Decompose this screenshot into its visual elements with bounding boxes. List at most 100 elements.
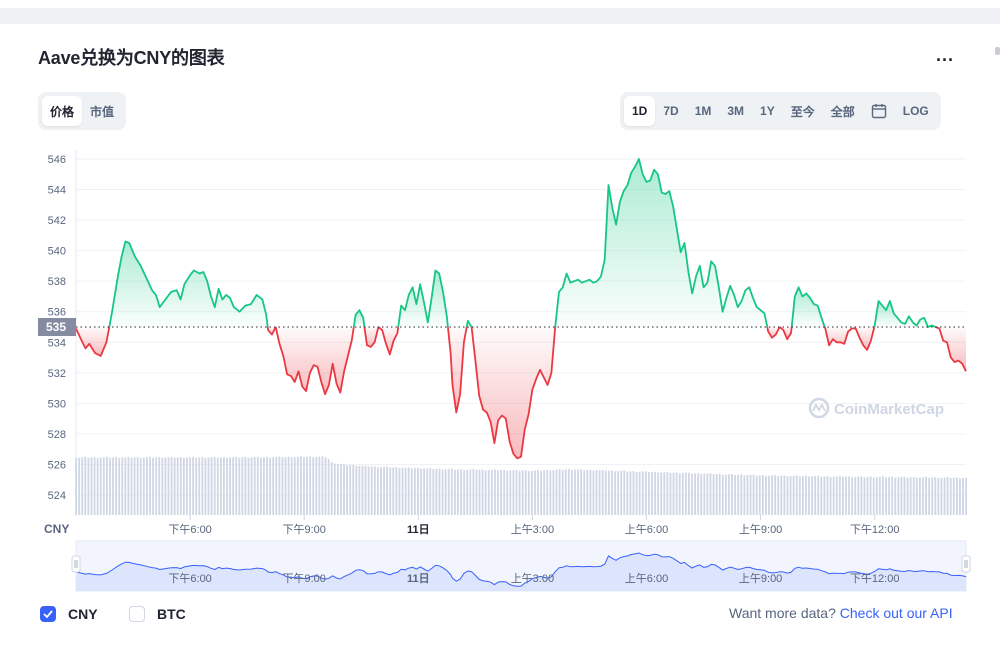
range-3m[interactable]: 3M xyxy=(727,104,745,118)
volume-bar xyxy=(490,469,493,515)
volume-bar xyxy=(564,469,567,515)
volume-bar xyxy=(752,474,755,515)
y-tick-label: 530 xyxy=(48,398,66,410)
volume-bar xyxy=(152,457,154,515)
api-link[interactable]: Check out our API xyxy=(839,605,953,621)
checkbox-checked-icon[interactable] xyxy=(40,606,56,622)
volume-bar xyxy=(352,464,355,515)
volume-bar xyxy=(420,468,422,515)
volume-bar xyxy=(78,457,81,515)
volume-bar xyxy=(903,476,906,515)
volume-bar xyxy=(253,457,256,515)
volume-bar xyxy=(398,468,401,515)
price-line-down xyxy=(75,326,111,357)
volume-bar xyxy=(955,477,958,515)
volume-bar xyxy=(580,469,583,515)
price-line-up xyxy=(873,300,936,328)
volume-bar xyxy=(829,477,832,515)
volume-bar xyxy=(112,457,114,515)
volume-bar xyxy=(638,471,641,515)
volume-bar xyxy=(142,457,145,515)
volume-bar xyxy=(435,468,438,515)
volume-bar xyxy=(574,469,576,515)
volume-bar xyxy=(259,457,262,515)
volume-bar xyxy=(922,477,924,515)
volume-bar xyxy=(768,475,770,515)
volume-bar xyxy=(558,469,561,515)
right-panel-edge xyxy=(985,24,1000,650)
volume-bar xyxy=(801,476,804,515)
volume-bar xyxy=(303,457,305,515)
volume-bar xyxy=(595,470,598,515)
volume-bar xyxy=(447,468,450,515)
tab-price[interactable]: 价格 xyxy=(42,96,83,126)
volume-bar xyxy=(866,476,869,515)
volume-bar xyxy=(709,473,712,515)
y-tick-label: 524 xyxy=(48,490,66,502)
log-scale-toggle[interactable]: LOG xyxy=(902,104,929,118)
price-area-up xyxy=(791,287,825,327)
volume-bar xyxy=(641,471,644,515)
volume-bar xyxy=(460,469,462,515)
range-1d[interactable]: 1D xyxy=(624,96,656,126)
volume-bar xyxy=(617,471,620,515)
calendar-icon[interactable] xyxy=(863,96,895,126)
volume-bar xyxy=(805,475,807,515)
volume-bar xyxy=(213,456,216,515)
volume-bar xyxy=(604,470,607,515)
checkbox-unchecked-icon[interactable] xyxy=(129,606,145,622)
volume-bar xyxy=(521,470,524,515)
volume-bar xyxy=(441,469,444,515)
volume-bar xyxy=(909,477,912,515)
volume-bar xyxy=(395,467,398,515)
volume-bar xyxy=(139,457,142,515)
volume-bar xyxy=(475,470,478,515)
volume-bar xyxy=(164,457,167,515)
volume-bar xyxy=(962,477,964,515)
volume-bar xyxy=(376,467,379,515)
volume-bar xyxy=(235,456,238,515)
volume-bar xyxy=(684,472,687,515)
price-line-down xyxy=(274,326,355,396)
navigator-tick-label: 下午9:00 xyxy=(282,572,325,585)
volume-bar xyxy=(90,457,93,515)
volume-bar xyxy=(182,457,185,515)
volume-bar xyxy=(102,457,105,515)
volume-bar xyxy=(219,457,222,515)
tab-market-cap[interactable]: 市值 xyxy=(90,104,115,119)
navigator-tick-label: 上午6:00 xyxy=(625,572,668,585)
volume-bar xyxy=(869,476,872,515)
cny-checkbox[interactable]: CNY xyxy=(40,606,98,622)
volume-bar xyxy=(537,469,539,515)
range-1m[interactable]: 1M xyxy=(694,104,712,118)
volume-bar xyxy=(731,473,733,515)
btc-checkbox[interactable]: BTC xyxy=(129,606,186,622)
price-area-down xyxy=(76,327,110,356)
navigator-handle-right[interactable] xyxy=(961,555,971,573)
volume-bar xyxy=(897,477,900,515)
volume-bar xyxy=(250,457,253,515)
range-toggle: 1D 7D 1M 3M 1Y 至今 全部 LOG xyxy=(620,92,941,130)
more-options-button[interactable]: ... xyxy=(936,45,955,65)
volume-bar xyxy=(654,471,656,515)
range-1y[interactable]: 1Y xyxy=(760,104,775,118)
volume-bar xyxy=(509,470,512,515)
volume-bar xyxy=(497,470,499,515)
volume-bar xyxy=(718,473,721,515)
view-toggle: 价格 市值 xyxy=(38,92,127,130)
volume-bar xyxy=(167,457,170,515)
volume-bar xyxy=(740,474,743,515)
price-area-down xyxy=(471,327,556,459)
volume-bar xyxy=(226,457,228,515)
price-line-down xyxy=(377,326,400,356)
range-ytd[interactable]: 至今 xyxy=(790,104,815,119)
x-tick-label: 下午6:00 xyxy=(168,523,211,536)
navigator-handle-left[interactable] xyxy=(71,555,81,573)
range-all[interactable]: 全部 xyxy=(830,104,855,119)
volume-bar xyxy=(423,468,425,515)
volume-bar xyxy=(293,457,296,515)
volume-bar xyxy=(146,457,148,515)
range-7d[interactable]: 7D xyxy=(663,104,679,118)
volume-bar xyxy=(216,457,219,515)
volume-bar xyxy=(247,457,250,515)
